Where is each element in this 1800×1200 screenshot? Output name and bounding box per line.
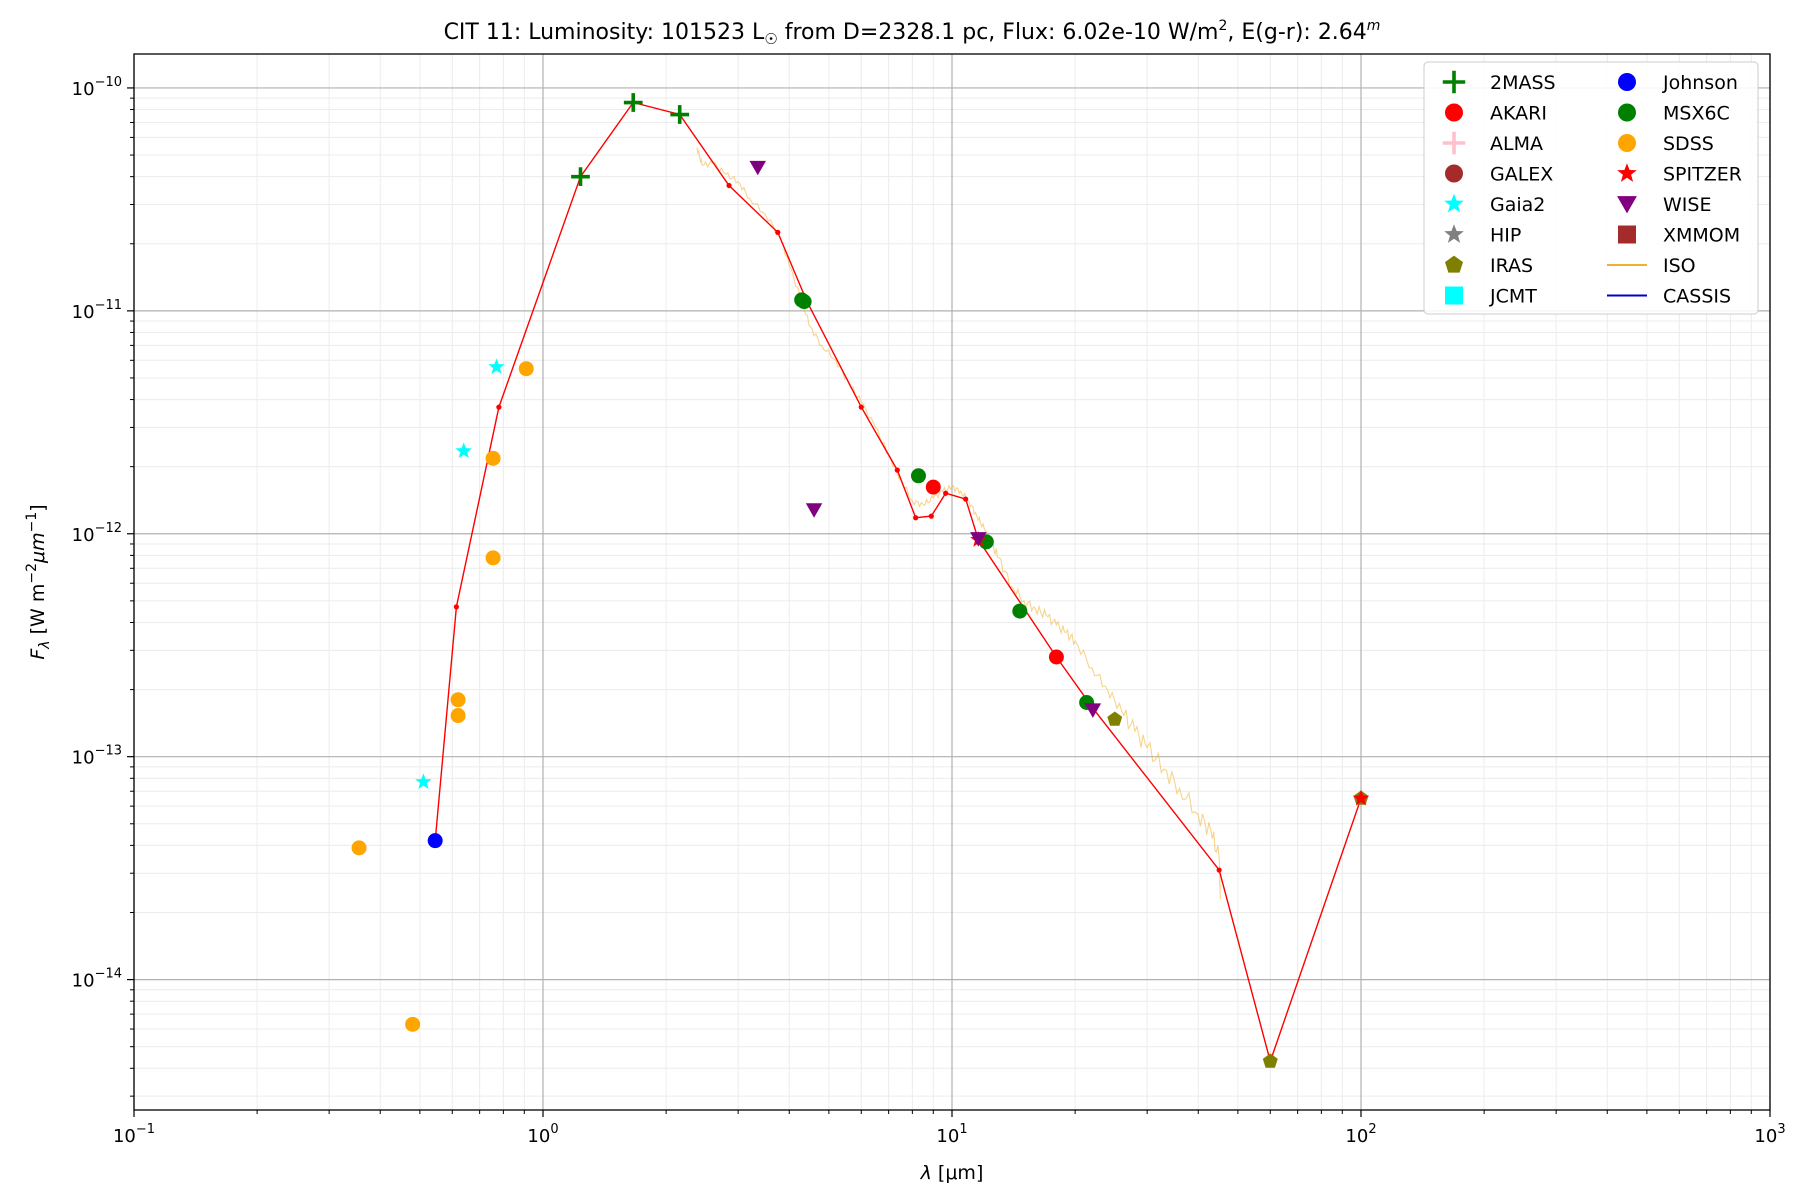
iso-spectrum-layer <box>696 147 1221 900</box>
iso-spectrum-line <box>696 147 1221 900</box>
model-point <box>943 490 949 496</box>
x-tick-label: 10−1 <box>113 1122 155 1147</box>
x-axis-label: λ [μm] <box>920 1162 984 1184</box>
legend-marker-hip <box>1444 224 1464 243</box>
model-point <box>894 467 900 473</box>
x-tick-label: 100 <box>527 1122 558 1147</box>
legend-label-msx6c: MSX6C <box>1663 103 1730 125</box>
y-tick-label: 10−13 <box>72 744 122 769</box>
legend-marker-galex <box>1445 164 1463 183</box>
legend-marker-jcmt <box>1445 286 1463 305</box>
sdss-data-point <box>485 450 501 466</box>
sdss-data-point <box>351 840 367 856</box>
iras-data-point <box>1262 1053 1278 1068</box>
model-point <box>496 404 502 410</box>
chart-title: CIT 11: Luminosity: 101523 L☉ from D=232… <box>444 18 1381 48</box>
x-axis: 10−1 100 101 102 103 <box>113 1110 1786 1147</box>
legend-label-spitzer: SPITZER <box>1663 164 1742 186</box>
wise-data-point <box>805 503 823 518</box>
y-tick-label: 10−12 <box>72 521 122 546</box>
model-point <box>858 404 864 410</box>
msx6c-data-point <box>796 294 812 310</box>
legend-marker-gaia2 <box>1444 193 1464 213</box>
msx6c-data-point <box>910 468 926 484</box>
legend-marker-sdss <box>1618 134 1636 152</box>
spitzer-data-point <box>1352 789 1370 806</box>
model-point <box>1216 867 1222 873</box>
2mass-data-point <box>670 105 690 124</box>
legend-label-galex: GALEX <box>1490 164 1553 186</box>
legend-label-hip: HIP <box>1490 225 1521 247</box>
model-point <box>453 604 459 610</box>
sdss-data-point <box>450 692 466 708</box>
y-tick-label: 10−11 <box>72 298 122 323</box>
legend-label-iso: ISO <box>1663 255 1696 277</box>
sdss-data-point <box>485 550 501 566</box>
gaia2-data-point <box>455 442 472 458</box>
y-tick-label: 10−10 <box>72 75 122 100</box>
legend-marker-akari <box>1445 103 1463 122</box>
legend-label-alma: ALMA <box>1490 133 1543 155</box>
model-point <box>726 182 732 189</box>
legend-label-gaia2: Gaia2 <box>1490 194 1545 216</box>
legend-marker-alma <box>1442 131 1466 155</box>
legend-label-2mass: 2MASS <box>1490 72 1556 94</box>
legend-marker-wise <box>1617 196 1637 214</box>
iras-data-point <box>1107 711 1123 726</box>
y-tick-label: 10−14 <box>72 967 122 992</box>
x-tick-label: 101 <box>936 1122 967 1147</box>
sdss-data-point <box>405 1016 421 1032</box>
model-line-layer <box>432 99 1364 1064</box>
gaia2-data-point <box>415 773 432 789</box>
legend-label-wise: WISE <box>1663 194 1711 216</box>
legend-marker-xmmom <box>1618 225 1636 244</box>
model-point <box>928 513 934 519</box>
akari-data-point <box>925 479 941 495</box>
x-tick-label: 103 <box>1754 1122 1785 1147</box>
legend-label-cassis: CASSIS <box>1663 286 1731 308</box>
x-tick-label: 102 <box>1345 1122 1376 1147</box>
johnson-data-point <box>427 833 443 849</box>
wise-data-point <box>1084 703 1102 718</box>
legend-marker-msx6c <box>1618 103 1636 122</box>
legend-label-iras: IRAS <box>1490 255 1533 277</box>
2mass-data-point <box>623 93 643 112</box>
photometry-points-layer <box>351 93 1370 1068</box>
legend-marker-2mass <box>1442 70 1466 94</box>
legend-marker-johnson <box>1618 73 1636 91</box>
legend-box <box>1423 61 1759 315</box>
model-sed-line <box>434 101 1362 1064</box>
gaia2-data-point <box>488 358 505 374</box>
model-point <box>775 229 781 235</box>
minor-grid <box>134 54 1770 1110</box>
y-axis: 10−14 10−13 10−12 10−11 10−10 <box>72 75 134 1097</box>
legend-label-sdss: SDSS <box>1663 133 1714 155</box>
legend-label-xmmom: XMMOM <box>1663 225 1740 247</box>
2mass-data-point <box>571 167 590 187</box>
y-axis-label: Fλ [W m−2μm−1] <box>24 504 53 659</box>
wise-data-point <box>970 532 987 547</box>
model-point <box>913 515 919 521</box>
legend-label-jcmt: JCMT <box>1489 286 1537 308</box>
msx6c-data-point <box>1012 603 1028 619</box>
sdss-data-point <box>450 708 466 724</box>
wise-data-point <box>749 160 766 176</box>
legend-marker-spitzer <box>1617 163 1637 182</box>
model-point <box>963 496 969 502</box>
legend-marker-iras <box>1445 255 1463 273</box>
legend-label-akari: AKARI <box>1490 103 1547 125</box>
akari-data-point <box>1048 649 1064 665</box>
legend-label-johnson: Johnson <box>1662 72 1738 94</box>
legend: 2MASS AKARI ALMA GALEX Gaia2 HIP IRAS JCMT Johns… <box>1423 61 1759 315</box>
sdss-data-point <box>518 361 534 377</box>
